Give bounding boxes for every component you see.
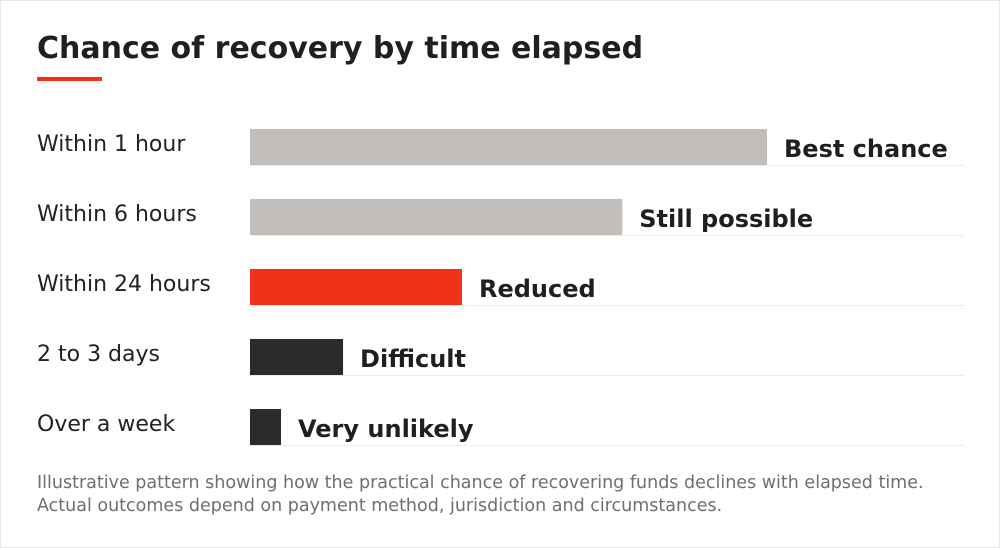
footnote-line-1: Illustrative pattern showing how the pra… [37, 473, 924, 493]
footnote: Illustrative pattern showing how the pra… [37, 472, 977, 518]
value-label-over-a-week: Very unlikely [298, 415, 474, 443]
category-label-over-a-week: Over a week [37, 412, 175, 437]
value-label-2-to-3-days: Difficult [360, 345, 466, 373]
chart-title: Chance of recovery by time elapsed [37, 31, 644, 66]
bar-2-to-3-days [250, 339, 344, 375]
bar-within-6-hours [250, 199, 623, 235]
category-label-within-24-hours: Within 24 hours [37, 272, 211, 297]
bar-over-a-week [250, 409, 282, 445]
bar-within-1-hour [250, 129, 767, 165]
value-label-within-1-hour: Best chance [784, 135, 948, 163]
title-accent-bar [37, 77, 102, 81]
value-label-within-6-hours: Still possible [639, 205, 813, 233]
footnote-line-2: Actual outcomes depend on payment method… [37, 496, 723, 516]
bar-chart: Within 1 hour Best chance Within 6 hours St… [37, 129, 965, 446]
category-label-within-6-hours: Within 6 hours [37, 202, 197, 227]
category-label-2-to-3-days: 2 to 3 days [37, 342, 160, 367]
value-label-within-24-hours: Reduced [479, 275, 596, 303]
category-label-within-1-hour: Within 1 hour [37, 132, 186, 157]
bar-within-24-hours [250, 269, 462, 305]
